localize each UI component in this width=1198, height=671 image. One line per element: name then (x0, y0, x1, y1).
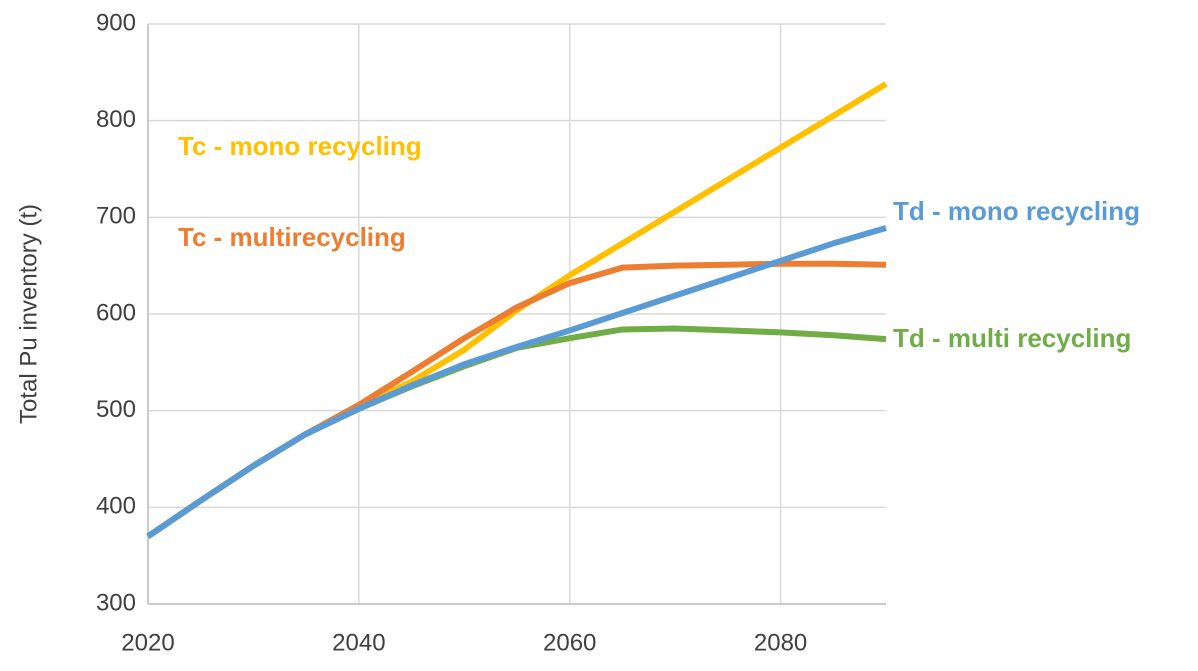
y-tick-label: 900 (96, 9, 136, 36)
series-label: Td - multi recycling (893, 323, 1131, 353)
y-tick-label: 500 (96, 396, 136, 423)
y-tick-label: 700 (96, 203, 136, 230)
y-axis-title: Total Pu inventory (t) (15, 204, 42, 424)
y-tick-label: 300 (96, 589, 136, 616)
x-tick-label: 2060 (543, 629, 596, 656)
series-label: Tc - multirecycling (178, 222, 406, 252)
y-tick-label: 800 (96, 106, 136, 133)
y-tick-label: 600 (96, 299, 136, 326)
series-line (146, 260, 887, 539)
x-tick-label: 2040 (332, 629, 385, 656)
series-label: Td - mono recycling (893, 196, 1140, 226)
series-line (146, 225, 887, 539)
x-tick-label: 2080 (754, 629, 807, 656)
y-tick-label: 400 (96, 493, 136, 520)
series-line (146, 325, 887, 539)
x-tick-label: 2020 (121, 629, 174, 656)
series-label: Tc - mono recycling (178, 131, 422, 161)
